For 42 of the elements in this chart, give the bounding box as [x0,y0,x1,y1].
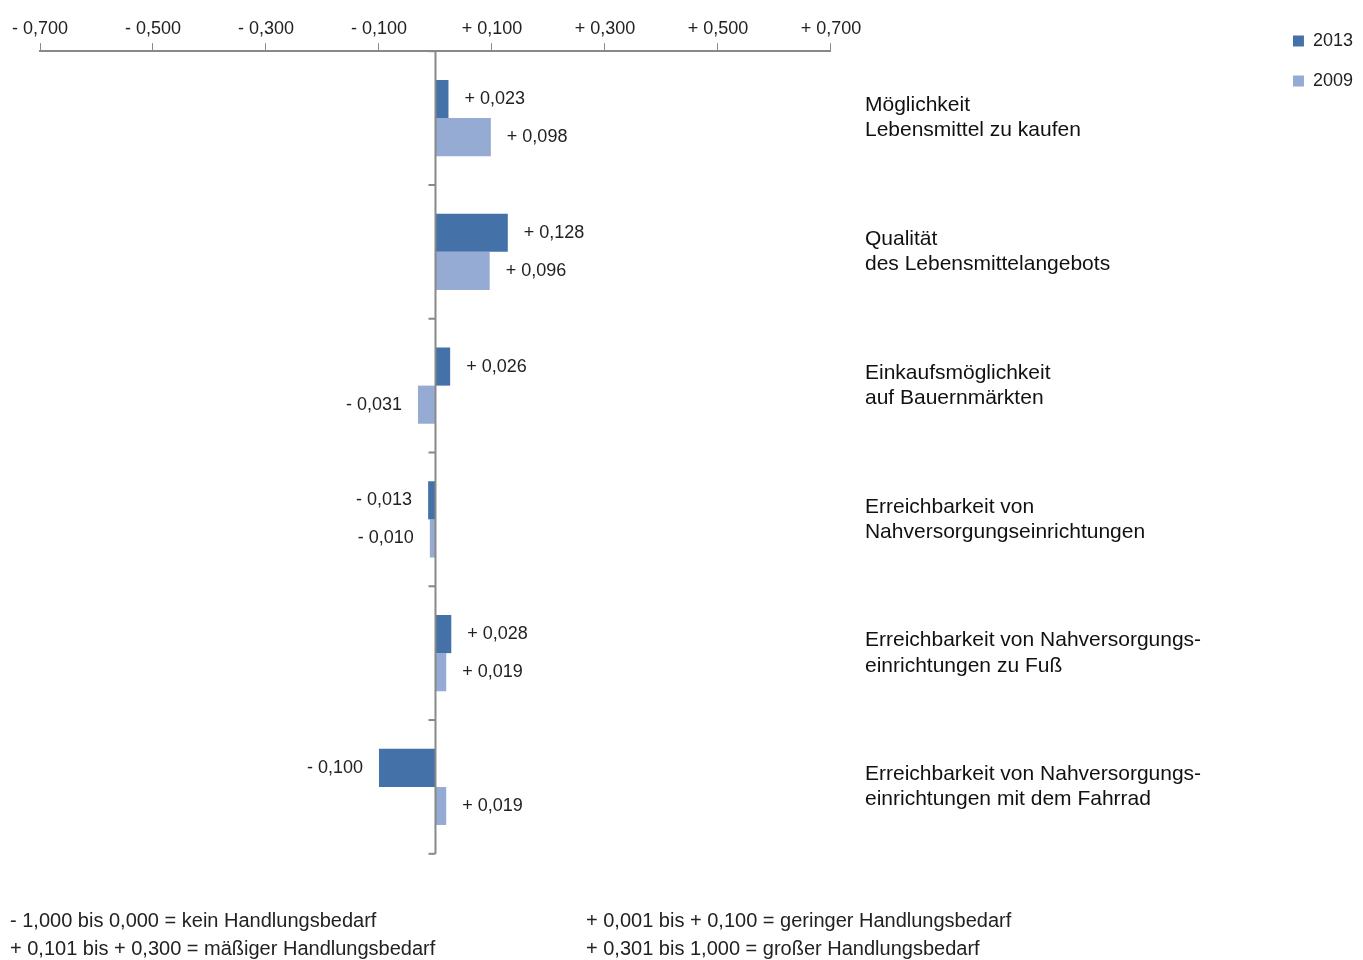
x-tick-label: - 0,500 [124,18,182,39]
data-label: + 0,098 [506,126,568,147]
x-tick-label: - 0,300 [237,18,295,39]
bar [435,615,452,654]
x-tick-label: + 0,500 [687,18,749,39]
bar [435,79,449,119]
y-tick-label: Erreichbarkeit von Nahversorgungseinrichtungen [864,493,1146,542]
y-tick-label: Erreichbarkeit von Nahversorgungs- einrichtungen mit dem Fahrrad [864,761,1202,810]
data-label: - 0,100 [306,756,363,777]
text: - 1,000 bis 0,000 = kein Handlungsbedarf [10,908,378,933]
bar [435,653,447,692]
x-tick-label: - 0,100 [350,18,408,39]
y-tick-label: Einkaufsmöglichkeit auf Bauernmärkten [864,359,1051,409]
data-label: + 0,023 [464,87,526,108]
x-tick-label: - 0,700 [11,18,69,39]
data-label: - 0,010 [357,527,414,548]
bar [435,786,447,826]
legend-label: 2013 [1312,29,1353,50]
data-label: - 0,013 [356,489,413,510]
bar [435,213,508,252]
data-label: + 0,128 [523,221,585,242]
data-label: + 0,019 [462,794,523,815]
text: + 0,001 bis + 0,100 = geringer Handlungsbedarf [586,908,1013,933]
x-tick-label: + 0,100 [461,18,523,39]
bar [435,251,490,290]
bar [435,118,491,157]
bar [435,347,451,386]
y-tick-label: Erreichbarkeit von Nahversorgungs- einrichtungen zu Fuß [864,627,1202,676]
text: + 0,101 bis + 0,300 = mäßiger Handlungsbedarf [10,936,437,960]
data-label: + 0,026 [466,355,527,376]
y-tick-label: Qualität des Lebensmittelangebots [864,226,1111,275]
bar [417,385,436,424]
legend-label: 2009 [1312,69,1353,90]
data-label: + 0,019 [462,661,523,682]
bar [378,748,436,787]
text: + 0,301 bis 1,000 = großer Handlungsbedarf [586,936,981,960]
data-label: + 0,028 [467,623,528,644]
x-tick-label: + 0,700 [800,18,862,39]
x-tick-label: + 0,300 [574,18,636,39]
data-label: + 0,096 [505,259,567,280]
data-label: - 0,031 [345,393,402,414]
y-tick-label: Möglichkeit Lebensmittel zu kaufen [864,92,1081,141]
